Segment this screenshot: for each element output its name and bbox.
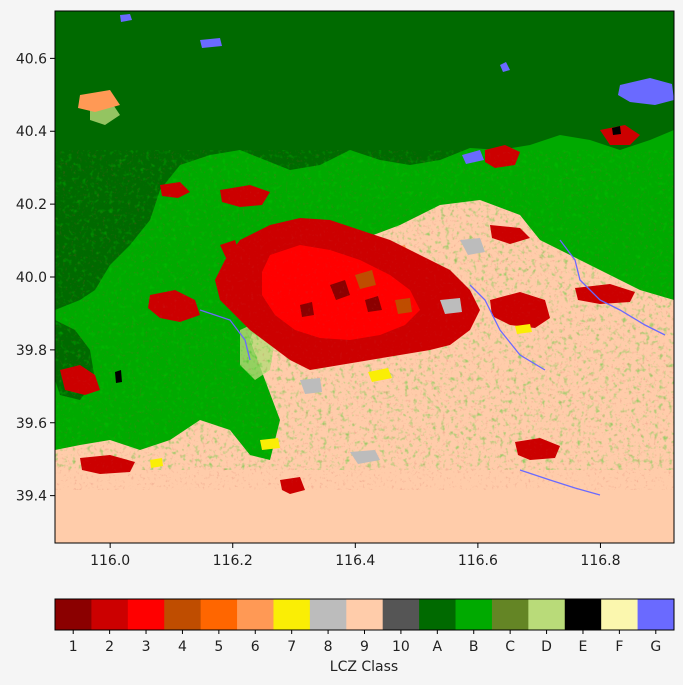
map-area (55, 11, 674, 543)
lcz-g-rivers (199, 239, 666, 496)
colorbar-class-label: 2 (105, 639, 114, 655)
colorbar-swatch (564, 599, 602, 630)
y-tick-label: 39.8 (16, 343, 47, 359)
colorbar-swatch (273, 599, 311, 630)
x-tick-label: 116.8 (580, 553, 620, 569)
lcz-a-region (55, 11, 674, 310)
y-tick-label: 40.4 (16, 124, 47, 140)
lcz-g-water (120, 14, 674, 164)
urban-speckle (55, 150, 674, 490)
y-axis: 39.4 39.6 39.8 40.0 40.2 40.4 40.6 (16, 51, 55, 505)
x-tick-label: 116.0 (90, 553, 130, 569)
colorbar-swatch (164, 599, 202, 630)
colorbar-swatch (237, 599, 274, 630)
colorbar-swatch (601, 599, 639, 630)
y-tick-label: 40.6 (16, 51, 47, 67)
colorbar-class-label: C (505, 639, 515, 655)
colorbar-class-label: 1 (69, 639, 78, 655)
colorbar-class-label: 7 (287, 639, 296, 655)
colorbar-class-label: 8 (324, 639, 333, 655)
colorbar-class-label: A (433, 639, 443, 655)
y-tick-label: 40.2 (16, 197, 47, 213)
colorbar-class-label: E (579, 639, 588, 655)
colorbar-swatch (346, 599, 384, 630)
colorbar-swatch (491, 599, 529, 630)
colorbar-swatch (455, 599, 493, 630)
colorbar-swatch (91, 599, 129, 630)
colorbar-class-label: 6 (251, 639, 260, 655)
x-tick-label: 116.4 (335, 553, 375, 569)
colorbar-swatch (637, 599, 675, 630)
colorbar-class-label: 9 (360, 639, 369, 655)
colorbar-class-label: B (469, 639, 479, 655)
colorbar-class-label: D (541, 639, 552, 655)
colorbar-class-label: 4 (178, 639, 187, 655)
lcz-e-patches (115, 126, 621, 383)
colorbar-frame (54, 598, 675, 631)
lcz-8-patches (300, 238, 485, 464)
lcz-colorbar: 1 2 3 4 5 6 7 8 9 10 A B C D E F G (54, 598, 675, 655)
lcz-7-patches (150, 324, 532, 468)
colorbar-title: LCZ Class (330, 659, 398, 675)
colorbar-swatch (419, 599, 457, 630)
y-tick-label: 39.4 (16, 489, 47, 505)
y-tick-label: 39.6 (16, 416, 47, 432)
colorbar-swatch (528, 599, 566, 630)
x-tick-label: 116.6 (458, 553, 498, 569)
colorbar-class-label: 10 (392, 639, 410, 655)
x-axis: 116.0 116.2 116.4 116.6 116.8 (90, 543, 621, 569)
colorbar-class-label: F (615, 639, 623, 655)
colorbar-swatch (200, 599, 238, 630)
colorbar-swatch (309, 599, 347, 630)
colorbar-swatch (127, 599, 165, 630)
colorbar-class-label: G (650, 639, 661, 655)
x-tick-label: 116.2 (213, 553, 253, 569)
colorbar-swatch (382, 599, 420, 630)
colorbar-class-label: 5 (214, 639, 223, 655)
y-tick-label: 40.0 (16, 270, 47, 286)
colorbar-swatch (55, 599, 92, 630)
colorbar-class-label: 3 (142, 639, 151, 655)
